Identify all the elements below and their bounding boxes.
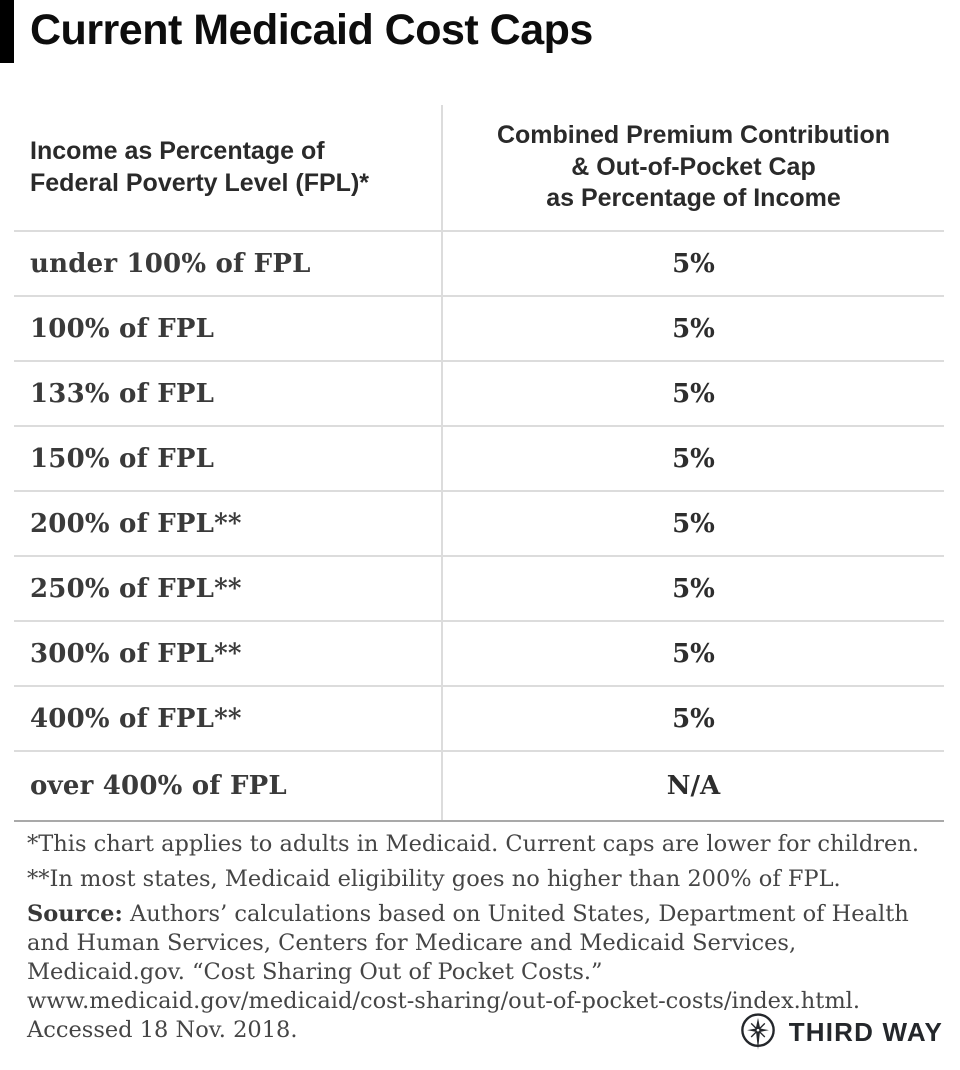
cap-cell: 5% bbox=[672, 313, 715, 344]
source-note: Source: Authors’ calculations based on U… bbox=[27, 900, 935, 1045]
logo-wordmark: THIRD WAY bbox=[788, 1016, 943, 1047]
income-cell: 133% of FPL bbox=[14, 362, 443, 425]
cap-cell: 5% bbox=[672, 573, 715, 604]
title-accent-bar bbox=[0, 0, 14, 63]
table-row: 150% of FPL 5% bbox=[14, 425, 944, 490]
income-cell: 100% of FPL bbox=[14, 297, 443, 360]
table-row: 133% of FPL 5% bbox=[14, 360, 944, 425]
cost-caps-table: Income as Percentage of Federal Poverty … bbox=[14, 105, 944, 822]
income-cell: 200% of FPL** bbox=[14, 492, 443, 555]
column-header-cap: Combined Premium Contribution & Out-of-P… bbox=[496, 121, 891, 213]
cap-cell: 5% bbox=[672, 443, 715, 474]
cap-cell: 5% bbox=[672, 638, 715, 669]
income-cell: 400% of FPL** bbox=[14, 687, 443, 750]
source-text: Authors’ calculations based on United St… bbox=[27, 901, 909, 1043]
column-header-income: Income as Percentage of Federal Poverty … bbox=[14, 105, 443, 230]
source-label: Source: bbox=[27, 901, 123, 927]
table-row: 100% of FPL 5% bbox=[14, 295, 944, 360]
table-header-row: Income as Percentage of Federal Poverty … bbox=[14, 105, 944, 230]
income-cell: under 100% of FPL bbox=[14, 232, 443, 295]
cap-cell: 5% bbox=[672, 378, 715, 409]
table-row: over 400% of FPL N/A bbox=[14, 750, 944, 820]
cap-cell: 5% bbox=[672, 508, 715, 539]
footnotes-block: *This chart applies to adults in Medicai… bbox=[27, 830, 935, 1051]
table-row: 300% of FPL** 5% bbox=[14, 620, 944, 685]
income-cell: 300% of FPL** bbox=[14, 622, 443, 685]
cap-cell: N/A bbox=[666, 771, 721, 801]
income-cell: over 400% of FPL bbox=[14, 752, 443, 820]
table-row: 400% of FPL** 5% bbox=[14, 685, 944, 750]
table-row: 200% of FPL** 5% bbox=[14, 490, 944, 555]
footnote-adults: *This chart applies to adults in Medicai… bbox=[27, 831, 920, 857]
table-row: 250% of FPL** 5% bbox=[14, 555, 944, 620]
compass-star-icon bbox=[740, 1013, 775, 1050]
income-cell: 150% of FPL bbox=[14, 427, 443, 490]
page-title: Current Medicaid Cost Caps bbox=[30, 6, 593, 54]
table-body: under 100% of FPL 5% 100% of FPL 5% 133%… bbox=[14, 230, 944, 820]
cap-cell: 5% bbox=[672, 248, 715, 279]
income-cell: 250% of FPL** bbox=[14, 557, 443, 620]
table-row: under 100% of FPL 5% bbox=[14, 230, 944, 295]
footnote-eligibility: **In most states, Medicaid eligibility g… bbox=[27, 866, 841, 892]
third-way-logo: THIRD WAY bbox=[738, 1008, 943, 1056]
cap-cell: 5% bbox=[672, 703, 715, 734]
